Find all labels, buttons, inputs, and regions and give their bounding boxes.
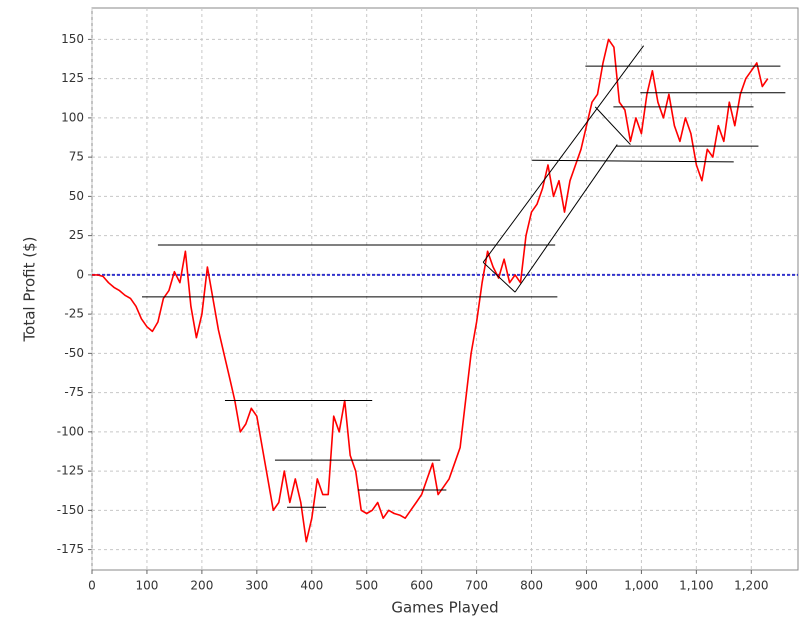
y-tick-label: -25 bbox=[64, 307, 84, 321]
y-axis-title: Total Profit ($) bbox=[21, 237, 39, 343]
x-tick-label: 400 bbox=[300, 579, 323, 593]
y-tick-label: 50 bbox=[69, 189, 84, 203]
y-tick-label: 25 bbox=[69, 228, 84, 242]
y-tick-label: -150 bbox=[57, 503, 84, 517]
trend-line bbox=[482, 45, 645, 263]
x-tick-label: 200 bbox=[190, 579, 213, 593]
x-tick-label: 600 bbox=[410, 579, 433, 593]
x-tick-label: 1,000 bbox=[624, 579, 658, 593]
x-tick-label: 1,200 bbox=[734, 579, 768, 593]
x-tick-label: 300 bbox=[245, 579, 268, 593]
profit-line bbox=[92, 38, 769, 543]
x-tick-label: 1,100 bbox=[679, 579, 713, 593]
y-tick-label: 150 bbox=[61, 32, 84, 46]
y-tick-label: -125 bbox=[57, 464, 84, 478]
trend-line bbox=[532, 159, 734, 163]
y-tick-label: -175 bbox=[57, 542, 84, 556]
x-tick-label: 100 bbox=[135, 579, 158, 593]
x-tick-label: 700 bbox=[465, 579, 488, 593]
y-tick-label: -100 bbox=[57, 424, 84, 438]
y-tick-label: -75 bbox=[64, 385, 84, 399]
y-tick-label: 75 bbox=[69, 150, 84, 164]
y-tick-label: -50 bbox=[64, 346, 84, 360]
x-tick-label: 0 bbox=[88, 579, 96, 593]
x-tick-label: 500 bbox=[355, 579, 378, 593]
trend-line bbox=[514, 144, 618, 293]
trend-line bbox=[594, 106, 631, 145]
x-axis-title: Games Played bbox=[391, 599, 498, 617]
trend-line bbox=[482, 261, 516, 293]
x-tick-label: 900 bbox=[575, 579, 598, 593]
y-tick-label: 0 bbox=[76, 267, 84, 281]
x-tick-label: 800 bbox=[520, 579, 543, 593]
y-tick-label: 125 bbox=[61, 71, 84, 85]
y-tick-label: 100 bbox=[61, 110, 84, 124]
plot-area bbox=[91, 7, 799, 571]
